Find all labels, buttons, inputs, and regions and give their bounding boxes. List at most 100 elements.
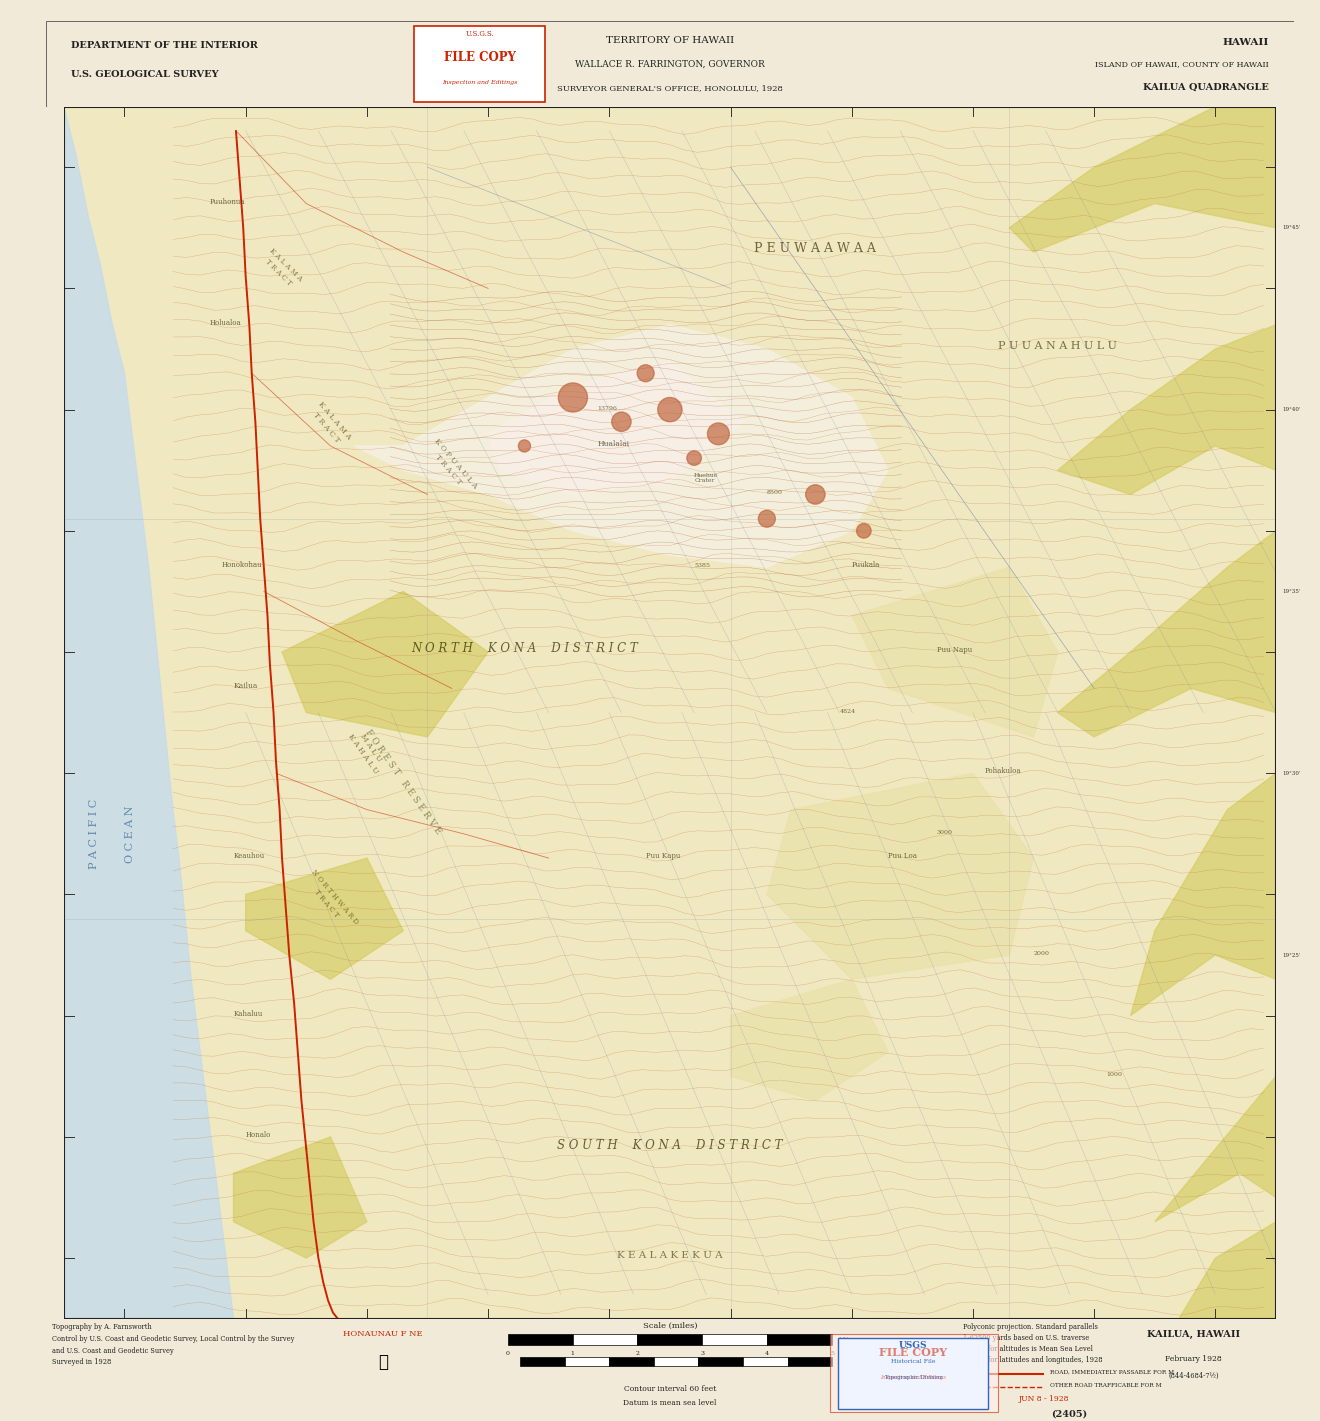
Bar bbox=[638, 1334, 702, 1346]
Text: 🌿: 🌿 bbox=[378, 1353, 388, 1370]
Text: K E A L A K E K U A: K E A L A K E K U A bbox=[616, 1250, 723, 1260]
Text: KAILUA QUADRANGLE: KAILUA QUADRANGLE bbox=[1143, 84, 1269, 92]
Text: Topographic Division: Topographic Division bbox=[884, 1376, 942, 1380]
Text: OTHER ROAD TRAFFICABLE FOR M: OTHER ROAD TRAFFICABLE FOR M bbox=[1051, 1383, 1162, 1388]
Text: Honalo: Honalo bbox=[246, 1131, 271, 1138]
Bar bbox=[788, 1357, 832, 1367]
Text: P A C I F I C

O C E A N: P A C I F I C O C E A N bbox=[90, 799, 136, 870]
Text: 8500: 8500 bbox=[767, 490, 783, 496]
Text: 13796: 13796 bbox=[597, 405, 616, 411]
Text: February 1928: February 1928 bbox=[1166, 1354, 1222, 1363]
Text: Puu Kapu: Puu Kapu bbox=[645, 853, 680, 860]
Text: Topography by A. Farnsworth
Control by U.S. Coast and Geodetic Survey, Local Con: Topography by A. Farnsworth Control by U… bbox=[53, 1323, 294, 1366]
Text: 0: 0 bbox=[506, 1351, 510, 1356]
Text: U.S. GEOLOGICAL SURVEY: U.S. GEOLOGICAL SURVEY bbox=[71, 70, 219, 78]
Text: 1000: 1000 bbox=[1106, 1073, 1122, 1077]
Text: 5: 5 bbox=[830, 1351, 834, 1356]
Text: Puu Napu: Puu Napu bbox=[937, 647, 972, 654]
Text: K O P U A U L A
T R A C T: K O P U A U L A T R A C T bbox=[425, 438, 479, 496]
Text: Puuhonua: Puuhonua bbox=[210, 198, 246, 206]
Circle shape bbox=[708, 423, 729, 445]
Polygon shape bbox=[1179, 1222, 1276, 1319]
Text: N O R T H    K O N A    D I S T R I C T: N O R T H K O N A D I S T R I C T bbox=[411, 642, 638, 655]
Circle shape bbox=[805, 485, 825, 504]
Polygon shape bbox=[234, 1137, 367, 1258]
Text: 3000: 3000 bbox=[937, 830, 953, 836]
Text: F O R E S T   R E S E R V E: F O R E S T R E S E R V E bbox=[363, 728, 444, 836]
Polygon shape bbox=[246, 858, 403, 979]
Text: 5385: 5385 bbox=[694, 563, 710, 568]
Text: Honokohau: Honokohau bbox=[222, 561, 263, 570]
Bar bbox=[565, 1357, 610, 1367]
Bar bbox=[829, 1334, 998, 1412]
Text: 2: 2 bbox=[635, 1351, 639, 1356]
Text: ROAD, IMMEDIATELY PASSABLE FOR M: ROAD, IMMEDIATELY PASSABLE FOR M bbox=[1051, 1370, 1175, 1374]
Text: Scale (miles): Scale (miles) bbox=[643, 1322, 697, 1330]
Text: N O R T H W A R D
T R A C T: N O R T H W A R D T R A C T bbox=[301, 868, 359, 932]
Text: FILE COPY: FILE COPY bbox=[879, 1347, 948, 1357]
Bar bbox=[702, 1334, 767, 1346]
Text: (844-4684-7½): (844-4684-7½) bbox=[1168, 1373, 1220, 1380]
Text: P U U A N A H U L U: P U U A N A H U L U bbox=[998, 341, 1117, 351]
Text: 19°30': 19°30' bbox=[1282, 770, 1300, 776]
Text: Contour interval 60 feet: Contour interval 60 feet bbox=[624, 1385, 715, 1394]
Bar bbox=[767, 1334, 832, 1346]
Text: Kilometers: Kilometers bbox=[838, 1358, 873, 1364]
Text: 19°45': 19°45' bbox=[1282, 226, 1300, 230]
Text: Kahaluu: Kahaluu bbox=[234, 1010, 263, 1017]
Polygon shape bbox=[851, 567, 1057, 737]
Bar bbox=[743, 1357, 788, 1367]
Text: U.S.G.S.: U.S.G.S. bbox=[465, 30, 494, 38]
Text: (2405): (2405) bbox=[1051, 1410, 1088, 1418]
Text: ISLAND OF HAWAII, COUNTY OF HAWAII: ISLAND OF HAWAII, COUNTY OF HAWAII bbox=[1094, 60, 1269, 68]
Text: Inspection and Editings: Inspection and Editings bbox=[880, 1376, 946, 1380]
Text: Puu Loa: Puu Loa bbox=[888, 853, 917, 860]
Circle shape bbox=[558, 382, 587, 412]
Text: TERRITORY OF HAWAII: TERRITORY OF HAWAII bbox=[606, 36, 734, 44]
Text: 2000: 2000 bbox=[1034, 951, 1049, 956]
Text: Holualoa: Holualoa bbox=[210, 318, 242, 327]
Circle shape bbox=[657, 398, 682, 422]
Text: 19°35': 19°35' bbox=[1282, 588, 1300, 594]
Bar bbox=[414, 26, 545, 102]
Polygon shape bbox=[1155, 1076, 1276, 1222]
Text: K A L A M A
T R A C T: K A L A M A T R A C T bbox=[309, 401, 352, 448]
Bar bbox=[520, 1357, 565, 1367]
Circle shape bbox=[519, 441, 531, 452]
Text: SURVEYOR GENERAL'S OFFICE, HONOLULU, 1928: SURVEYOR GENERAL'S OFFICE, HONOLULU, 192… bbox=[557, 84, 783, 92]
Text: HONAUNAU F NE: HONAUNAU F NE bbox=[343, 1330, 422, 1339]
Text: S O U T H    K O N A    D I S T R I C T: S O U T H K O N A D I S T R I C T bbox=[557, 1140, 783, 1152]
Polygon shape bbox=[355, 325, 888, 567]
Bar bbox=[610, 1357, 653, 1367]
Text: DEPARTMENT OF THE INTERIOR: DEPARTMENT OF THE INTERIOR bbox=[71, 41, 257, 50]
Text: Miles: Miles bbox=[838, 1337, 855, 1341]
Text: Kailua: Kailua bbox=[234, 682, 257, 691]
Text: M A L U
K A H A L U: M A L U K A H A L U bbox=[346, 726, 388, 776]
Text: KAILUA, HAWAII: KAILUA, HAWAII bbox=[1147, 1330, 1241, 1339]
Bar bbox=[573, 1334, 638, 1346]
Text: Polyconic projection. Standard parallels
1:62500 yards based on U.S. traverse
Da: Polyconic projection. Standard parallels… bbox=[964, 1323, 1102, 1364]
Text: Keauhou: Keauhou bbox=[234, 853, 265, 860]
Polygon shape bbox=[1130, 773, 1276, 1016]
Text: Datum is mean sea level: Datum is mean sea level bbox=[623, 1398, 717, 1407]
Circle shape bbox=[611, 412, 631, 432]
Bar bbox=[653, 1357, 698, 1367]
Polygon shape bbox=[282, 591, 488, 737]
Text: K A L A M A
T R A C T: K A L A M A T R A C T bbox=[260, 247, 304, 290]
Bar bbox=[508, 1334, 573, 1346]
Text: 4824: 4824 bbox=[840, 709, 855, 713]
Circle shape bbox=[759, 510, 775, 527]
Text: 19°40': 19°40' bbox=[1282, 406, 1300, 412]
Text: Pohakuloa: Pohakuloa bbox=[985, 767, 1022, 776]
Text: 1: 1 bbox=[570, 1351, 574, 1356]
Circle shape bbox=[638, 365, 655, 382]
Text: Hualalai: Hualalai bbox=[597, 441, 630, 448]
Text: Puukala: Puukala bbox=[851, 561, 880, 570]
Polygon shape bbox=[488, 361, 743, 495]
Polygon shape bbox=[1057, 325, 1276, 495]
Text: JUN 8 - 1928: JUN 8 - 1928 bbox=[1019, 1395, 1069, 1403]
Text: 19°25': 19°25' bbox=[1282, 952, 1300, 958]
Polygon shape bbox=[767, 773, 1034, 979]
Polygon shape bbox=[1057, 531, 1276, 737]
Polygon shape bbox=[1010, 107, 1276, 252]
